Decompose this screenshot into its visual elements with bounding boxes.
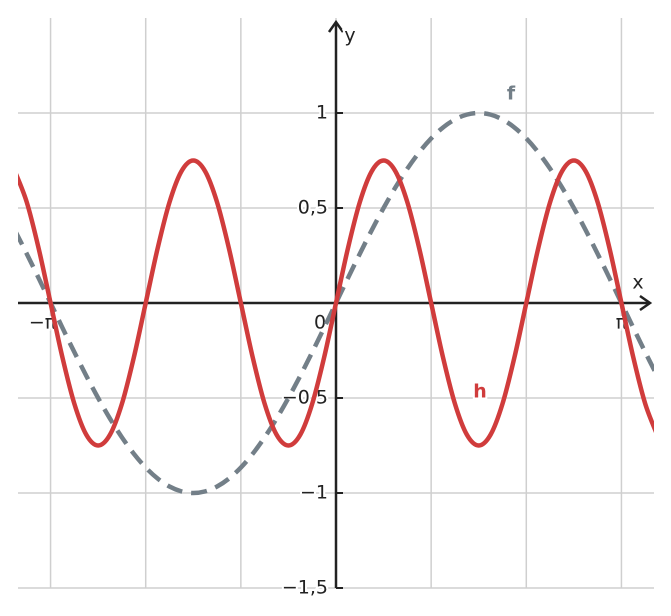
y-tick-label: −1 — [300, 482, 328, 504]
x-axis-label: x — [632, 272, 643, 294]
y-tick-label: −0,5 — [282, 387, 328, 409]
y-axis-arrow — [327, 19, 345, 33]
y-tick-label: −1,5 — [282, 577, 328, 599]
y-tick-label: 1 — [316, 102, 328, 124]
x-tick-label: 0 — [314, 312, 326, 334]
series-line — [18, 158, 654, 448]
y-tick-label: 0,5 — [298, 197, 328, 219]
plot-area — [18, 110, 654, 496]
x-axis-arrow — [639, 294, 653, 312]
series-label: f — [507, 83, 516, 105]
y-axis-label: y — [344, 25, 355, 47]
series-label: h — [473, 381, 487, 403]
series-line — [18, 110, 654, 496]
